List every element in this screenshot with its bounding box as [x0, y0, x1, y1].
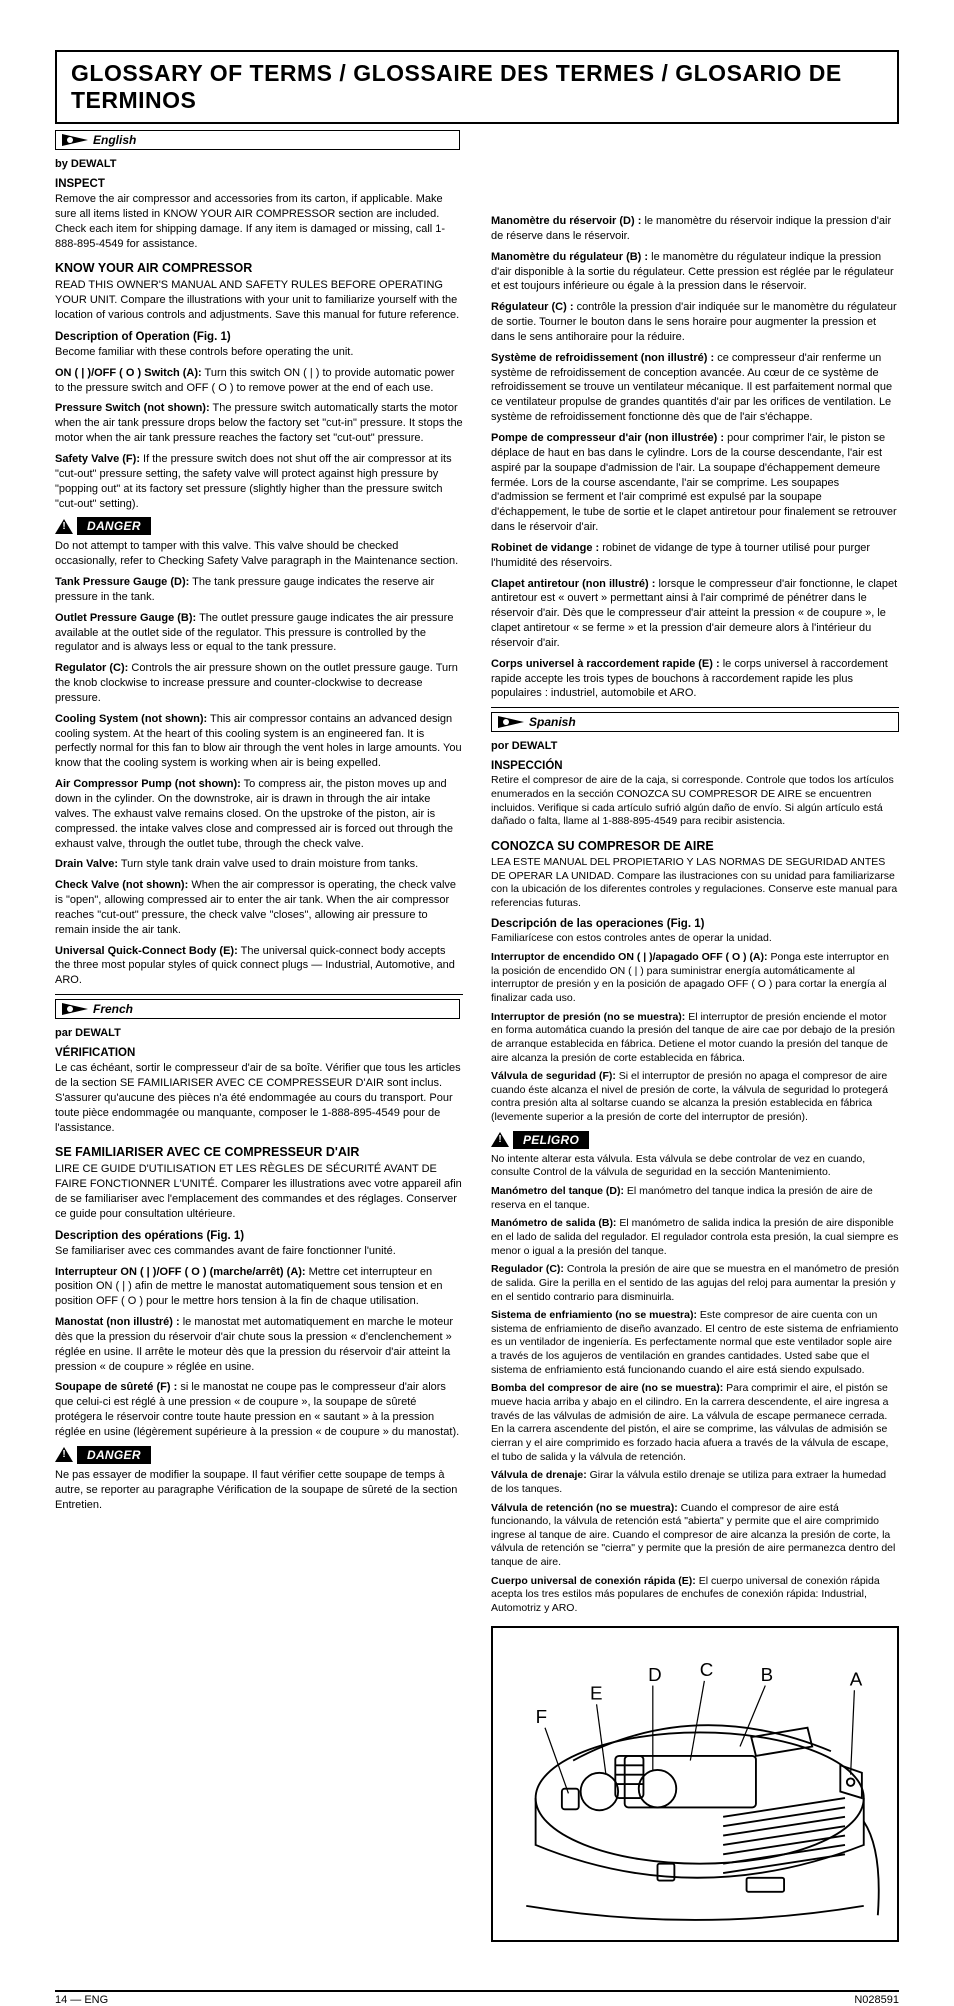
language-tab-spanish: Spanish [491, 712, 899, 732]
para: Regulador (C): Controla la presión de ai… [491, 1263, 899, 1304]
danger-callout-en: DANGER [55, 517, 463, 535]
para: READ THIS OWNER'S MANUAL AND SAFETY RULE… [55, 278, 463, 323]
danger-label: DANGER [77, 517, 151, 535]
para: Regulator (C): Controls the air pressure… [55, 661, 463, 706]
para: Interrupteur ON ( | )/OFF ( O ) (marche/… [55, 1265, 463, 1310]
para: Sistema de enfriamiento (no se muestra):… [491, 1309, 899, 1377]
divider [491, 707, 899, 708]
byline-french: par DEWALT [55, 1027, 463, 1039]
para: Retire el compresor de aire de la caja, … [491, 774, 899, 829]
para: Système de refroidissement (non illustré… [491, 351, 899, 425]
para: Interruptor de encendido ON ( | )/apagad… [491, 951, 899, 1006]
danger-callout-es: PELIGRO [491, 1131, 899, 1149]
para: Manómetro del tanque (D): El manómetro d… [491, 1185, 899, 1212]
para: Robinet de vidange : robinet de vidange … [491, 541, 899, 571]
svg-text:B: B [761, 1664, 774, 1685]
para: Pressure Switch (not shown): The pressur… [55, 401, 463, 446]
para: Ne pas essayer de modifier la soupape. I… [55, 1468, 463, 1513]
para: Universal Quick-Connect Body (E): The un… [55, 944, 463, 989]
heading-desc-es: Descripción de las operaciones (Fig. 1) [491, 918, 899, 930]
para: Se familiariser avec ces commandes avant… [55, 1244, 463, 1259]
para: Válvula de retención (no se muestra): Cu… [491, 1502, 899, 1570]
para: Válvula de drenaje: Girar la válvula est… [491, 1469, 899, 1496]
para: Interruptor de presión (no se muestra): … [491, 1011, 899, 1066]
danger-label: PELIGRO [513, 1131, 589, 1149]
flag-icon [498, 716, 524, 728]
heading-desc-fr: Description des opérations (Fig. 1) [55, 1230, 463, 1242]
divider [55, 994, 463, 995]
para: Régulateur (C) : contrôle la pression d'… [491, 300, 899, 345]
flag-icon [62, 1003, 88, 1015]
para: Do not attempt to tamper with this valve… [55, 539, 463, 569]
warning-triangle-icon [55, 1447, 73, 1462]
svg-text:D: D [648, 1664, 662, 1685]
heading-inspect-es: INSPECCIÓN [491, 760, 899, 772]
danger-callout-fr: DANGER [55, 1446, 463, 1464]
para: Corps universel à raccordement rapide (E… [491, 657, 899, 702]
para: Soupape de sûreté (F) : si le manostat n… [55, 1380, 463, 1439]
para: Pompe de compresseur d'air (non illustré… [491, 431, 899, 535]
para: ON ( | )/OFF ( O ) Switch (A): Turn this… [55, 366, 463, 396]
svg-text:C: C [700, 1659, 714, 1680]
heading-know-fr: SE FAMILIARISER AVEC CE COMPRESSEUR D'AI… [55, 1145, 463, 1159]
para: Válvula de seguridad (F): Si el interrup… [491, 1070, 899, 1125]
footer-right: N028591 [854, 1994, 899, 2006]
para: Bomba del compresor de aire (no se muest… [491, 1382, 899, 1464]
para: Safety Valve (F): If the pressure switch… [55, 452, 463, 511]
para: Become familiar with these controls befo… [55, 345, 463, 360]
para: Tank Pressure Gauge (D): The tank pressu… [55, 575, 463, 605]
para: Drain Valve: Turn style tank drain valve… [55, 857, 463, 872]
footer-left: 14 — ENG [55, 1994, 108, 2006]
warning-triangle-icon [55, 519, 73, 534]
language-label: French [93, 1002, 133, 1016]
para: Check Valve (not shown): When the air co… [55, 878, 463, 937]
content-columns: English by DEWALT INSPECT Remove the air… [55, 130, 899, 1942]
heading-inspect-fr: VÉRIFICATION [55, 1047, 463, 1059]
para: Air Compressor Pump (not shown): To comp… [55, 777, 463, 851]
page-footer: 14 — ENG N028591 [55, 1990, 899, 2006]
heading-inspect-en: INSPECT [55, 178, 463, 190]
byline-english: by DEWALT [55, 158, 463, 170]
heading-know-en: KNOW YOUR AIR COMPRESSOR [55, 261, 463, 275]
heading-desc-en: Description of Operation (Fig. 1) [55, 331, 463, 343]
svg-text:F: F [536, 1706, 547, 1727]
para: Le cas échéant, sortir le compresseur d'… [55, 1061, 463, 1135]
warning-triangle-icon [491, 1132, 509, 1147]
svg-text:A: A [850, 1668, 863, 1689]
para: Manomètre du régulateur (B) : le manomèt… [491, 250, 899, 295]
language-label: Spanish [529, 715, 576, 729]
para: LEA ESTE MANUAL DEL PROPIETARIO Y LAS NO… [491, 856, 899, 911]
para: Cooling System (not shown): This air com… [55, 712, 463, 771]
para: Remove the air compressor and accessorie… [55, 192, 463, 251]
para: Clapet antiretour (non illustré) : lorsq… [491, 577, 899, 651]
para: Familiarícese con estos controles antes … [491, 932, 899, 946]
para: Manostat (non illustré) : le manostat me… [55, 1315, 463, 1374]
para: Manomètre du réservoir (D) : le manomètr… [491, 214, 899, 244]
language-tab-english: English [55, 130, 460, 150]
svg-text:E: E [590, 1682, 603, 1703]
figure-1: A B C D E F [491, 1626, 899, 1942]
byline-spanish: por DEWALT [491, 740, 899, 752]
danger-label: DANGER [77, 1446, 151, 1464]
para: LIRE CE GUIDE D'UTILISATION ET LES RÈGLE… [55, 1162, 463, 1221]
para: No intente alterar esta válvula. Esta vá… [491, 1153, 899, 1180]
compressor-diagram-icon: A B C D E F [499, 1634, 891, 1934]
flag-icon [62, 134, 88, 146]
page-title: GLOSSARY OF TERMS / GLOSSAIRE DES TERMES… [55, 50, 899, 124]
page: GLOSSARY OF TERMS / GLOSSAIRE DES TERMES… [0, 0, 954, 1972]
para: Manómetro de salida (B): El manómetro de… [491, 1217, 899, 1258]
language-label: English [93, 133, 136, 147]
language-tab-french: French [55, 999, 460, 1019]
para: Cuerpo universal de conexión rápida (E):… [491, 1575, 899, 1616]
column-right: Manomètre du réservoir (D) : le manomètr… [491, 130, 899, 1942]
column-left: English by DEWALT INSPECT Remove the air… [55, 130, 463, 1942]
para: Outlet Pressure Gauge (B): The outlet pr… [55, 611, 463, 656]
heading-know-es: CONOZCA SU COMPRESOR DE AIRE [491, 839, 899, 853]
